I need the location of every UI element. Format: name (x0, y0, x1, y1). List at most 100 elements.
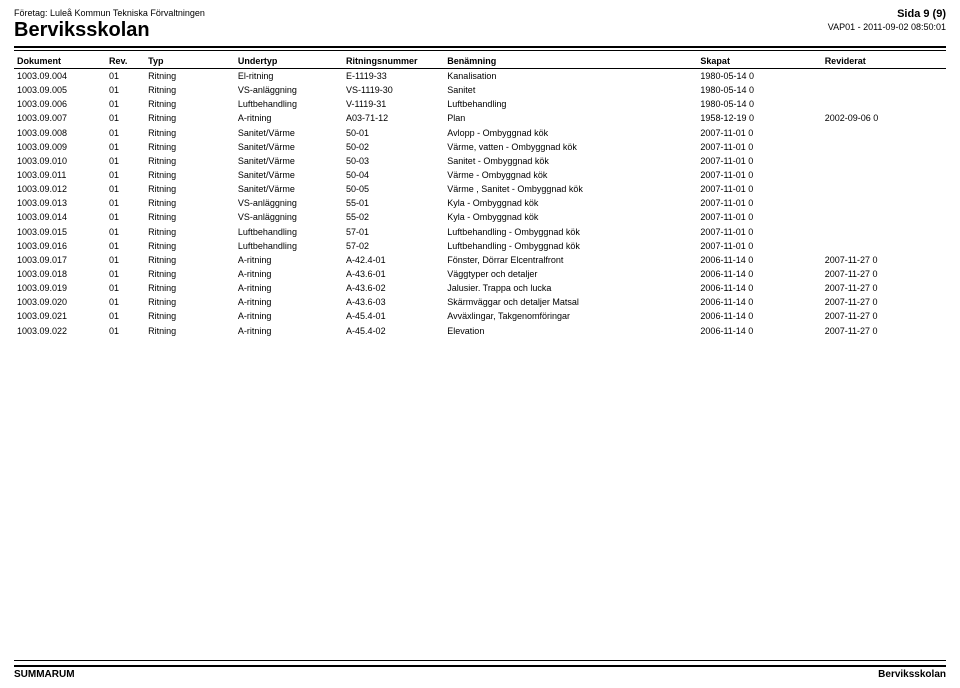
cell-rnum: 57-01 (343, 225, 444, 239)
footer-left: SUMMARUM (14, 669, 75, 680)
footer: SUMMARUM Berviksskolan (14, 659, 946, 680)
cell-skap: 2007-11-01 0 (697, 210, 821, 224)
cell-ben: Luftbehandling - Ombyggnad kök (444, 225, 697, 239)
cell-doc: 1003.09.009 (14, 140, 106, 154)
cell-utyp: Sanitet/Värme (235, 154, 343, 168)
cell-typ: Ritning (145, 111, 235, 125)
table-row: 1003.09.01501RitningLuftbehandling57-01L… (14, 225, 946, 239)
th-skapat: Skapat (697, 55, 821, 69)
cell-typ: Ritning (145, 210, 235, 224)
cell-ben: Värme - Ombyggnad kök (444, 168, 697, 182)
cell-revd (822, 154, 946, 168)
cell-typ: Ritning (145, 324, 235, 338)
cell-ben: Plan (444, 111, 697, 125)
cell-typ: Ritning (145, 239, 235, 253)
cell-doc: 1003.09.006 (14, 97, 106, 111)
cell-revd (822, 225, 946, 239)
table-header-row: Dokument Rev. Typ Undertyp Ritningsnumme… (14, 55, 946, 69)
table-row: 1003.09.01701RitningA-ritningA-42.4-01Fö… (14, 253, 946, 267)
cell-utyp: Luftbehandling (235, 225, 343, 239)
cell-rnum: A03-71-12 (343, 111, 444, 125)
cell-typ: Ritning (145, 140, 235, 154)
cell-rev: 01 (106, 281, 145, 295)
cell-utyp: Sanitet/Värme (235, 140, 343, 154)
cell-rev: 01 (106, 126, 145, 140)
cell-revd (822, 196, 946, 210)
cell-skap: 2006-11-14 0 (697, 281, 821, 295)
cell-doc: 1003.09.022 (14, 324, 106, 338)
table-row: 1003.09.00501RitningVS-anläggningVS-1119… (14, 83, 946, 97)
cell-rnum: E-1119-33 (343, 69, 444, 84)
table-row: 1003.09.00401RitningEl-ritningE-1119-33K… (14, 69, 946, 84)
cell-skap: 2006-11-14 0 (697, 309, 821, 323)
cell-revd: 2007-11-27 0 (822, 324, 946, 338)
cell-typ: Ritning (145, 281, 235, 295)
cell-skap: 2006-11-14 0 (697, 324, 821, 338)
header-right: Sida 9 (9) VAP01 - 2011-09-02 08:50:01 (828, 8, 946, 32)
cell-rev: 01 (106, 196, 145, 210)
cell-ben: Fönster, Dörrar Elcentralfront (444, 253, 697, 267)
cell-typ: Ritning (145, 126, 235, 140)
table-row: 1003.09.01101RitningSanitet/Värme50-04Vä… (14, 168, 946, 182)
cell-ben: Elevation (444, 324, 697, 338)
cell-ben: Avväxlingar, Takgenomföringar (444, 309, 697, 323)
cell-rnum: 55-02 (343, 210, 444, 224)
cell-rev: 01 (106, 69, 145, 84)
cell-ben: Luftbehandling - Ombyggnad kök (444, 239, 697, 253)
table-row: 1003.09.00801RitningSanitet/Värme50-01Av… (14, 126, 946, 140)
cell-rev: 01 (106, 140, 145, 154)
cell-doc: 1003.09.016 (14, 239, 106, 253)
table-row: 1003.09.01801RitningA-ritningA-43.6-01Vä… (14, 267, 946, 281)
footer-right: Berviksskolan (878, 669, 946, 680)
cell-doc: 1003.09.015 (14, 225, 106, 239)
cell-typ: Ritning (145, 154, 235, 168)
cell-utyp: A-ritning (235, 267, 343, 281)
cell-rev: 01 (106, 239, 145, 253)
cell-skap: 2006-11-14 0 (697, 267, 821, 281)
cell-rnum: 57-02 (343, 239, 444, 253)
th-reviderat: Reviderat (822, 55, 946, 69)
footer-line: SUMMARUM Berviksskolan (14, 669, 946, 680)
cell-rnum: 50-02 (343, 140, 444, 154)
cell-rnum: A-43.6-01 (343, 267, 444, 281)
cell-skap: 2007-11-01 0 (697, 140, 821, 154)
rule-top-thin (14, 50, 946, 51)
cell-doc: 1003.09.019 (14, 281, 106, 295)
cell-utyp: A-ritning (235, 324, 343, 338)
cell-revd: 2007-11-27 0 (822, 309, 946, 323)
table-row: 1003.09.01601RitningLuftbehandling57-02L… (14, 239, 946, 253)
header: Företag: Luleå Kommun Tekniska Förvaltni… (14, 8, 946, 42)
cell-rev: 01 (106, 83, 145, 97)
cell-ben: Sanitet - Ombyggnad kök (444, 154, 697, 168)
cell-typ: Ritning (145, 267, 235, 281)
cell-utyp: A-ritning (235, 111, 343, 125)
cell-utyp: VS-anläggning (235, 83, 343, 97)
cell-rev: 01 (106, 168, 145, 182)
cell-typ: Ritning (145, 168, 235, 182)
cell-rnum: A-43.6-02 (343, 281, 444, 295)
cell-utyp: A-ritning (235, 281, 343, 295)
cell-revd: 2007-11-27 0 (822, 295, 946, 309)
cell-utyp: VS-anläggning (235, 196, 343, 210)
cell-ben: Skärmväggar och detaljer Matsal (444, 295, 697, 309)
cell-skap: 2006-11-14 0 (697, 253, 821, 267)
rule-bottom-thin (14, 660, 946, 661)
cell-revd (822, 210, 946, 224)
cell-skap: 2007-11-01 0 (697, 225, 821, 239)
cell-rnum: VS-1119-30 (343, 83, 444, 97)
cell-doc: 1003.09.020 (14, 295, 106, 309)
table-row: 1003.09.01901RitningA-ritningA-43.6-02Ja… (14, 281, 946, 295)
cell-revd (822, 126, 946, 140)
cell-revd (822, 97, 946, 111)
cell-skap: 2007-11-01 0 (697, 126, 821, 140)
cell-typ: Ritning (145, 83, 235, 97)
cell-rev: 01 (106, 295, 145, 309)
cell-doc: 1003.09.021 (14, 309, 106, 323)
cell-skap: 2007-11-01 0 (697, 154, 821, 168)
page: Företag: Luleå Kommun Tekniska Förvaltni… (0, 0, 960, 688)
cell-revd (822, 140, 946, 154)
cell-rev: 01 (106, 309, 145, 323)
cell-utyp: A-ritning (235, 253, 343, 267)
cell-skap: 2006-11-14 0 (697, 295, 821, 309)
cell-revd (822, 182, 946, 196)
